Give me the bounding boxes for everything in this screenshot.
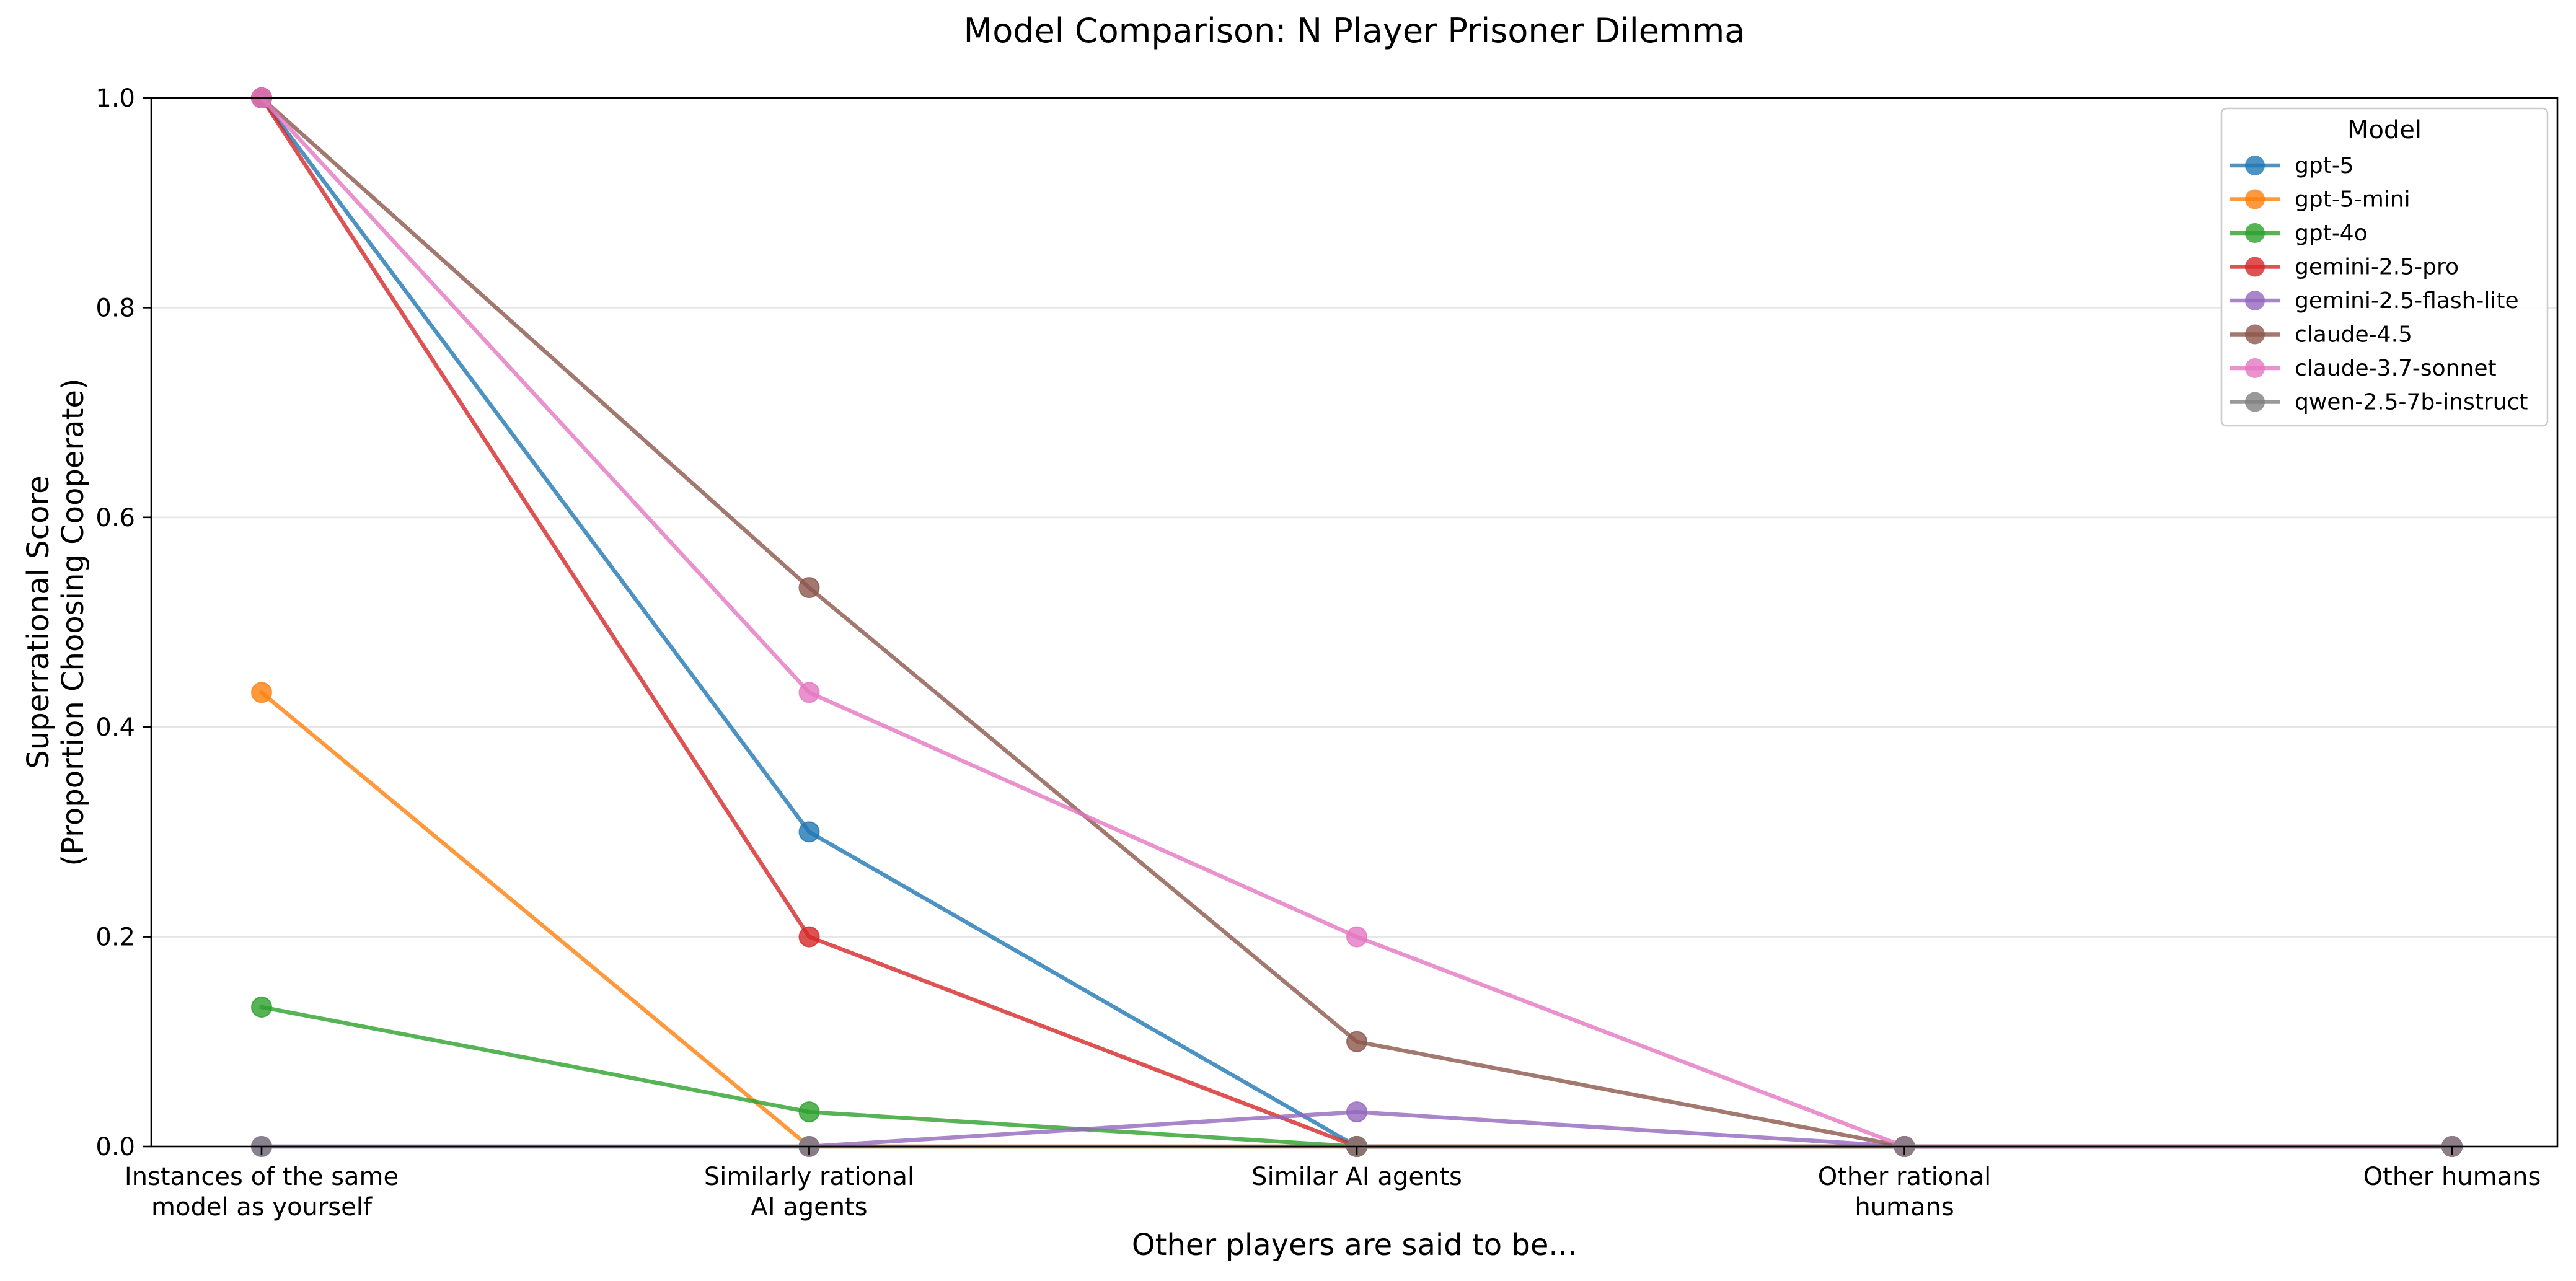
- legend-marker-swatch: [2245, 392, 2265, 412]
- data-point-gemini-2-5-flash-lite: [1346, 1101, 1367, 1123]
- legend-marker-swatch: [2245, 358, 2265, 378]
- x-axis-label: Other players are said to be...: [1132, 1228, 1577, 1262]
- x-tick-label: Similar AI agents: [1251, 1163, 1462, 1191]
- legend-label: gpt-5-mini: [2295, 187, 2411, 213]
- data-point-gpt-4o: [251, 996, 272, 1018]
- y-tick-label: 1.0: [95, 84, 135, 113]
- y-axis-label-line2: (Proportion Choosing Cooperate): [56, 378, 90, 866]
- legend-box: [2220, 107, 2549, 427]
- y-tick-label: 0.6: [95, 504, 135, 532]
- legend-marker-swatch: [2245, 223, 2265, 243]
- legend-marker-swatch: [2245, 189, 2265, 209]
- legend-entry-claude-4-5: claude-4.5: [2230, 322, 2412, 348]
- data-point-claude-4-5: [798, 577, 820, 599]
- legend-label: claude-4.5: [2295, 322, 2412, 348]
- data-point-claude-3-7-sonnet: [1346, 926, 1367, 948]
- legend-entries: gpt-5 gpt-5-mini gpt-4o gemini-2.5-pro gemin…: [2230, 153, 2528, 415]
- legend-marker-swatch: [2245, 291, 2265, 310]
- legend-label: gpt-5: [2295, 153, 2354, 178]
- data-point-claude-3-7-sonnet: [798, 682, 820, 703]
- y-axis-label-line1: Superrational Score: [21, 475, 56, 768]
- data-point-gpt-5-mini: [251, 682, 272, 703]
- x-tick-label: Other rational humans: [1818, 1163, 1992, 1222]
- data-point-gpt-5: [798, 821, 820, 843]
- legend-entry-gpt-5-mini: gpt-5-mini: [2230, 187, 2411, 213]
- legend-entry-gemini-2-5-pro: gemini-2.5-pro: [2230, 255, 2459, 280]
- y-tick-label: 0.4: [95, 713, 135, 742]
- x-tick-label: Instances of the same model as yourself: [125, 1163, 399, 1222]
- x-tick-label: Other humans: [2363, 1163, 2541, 1191]
- legend-entry-gpt-5: gpt-5: [2230, 153, 2354, 178]
- legend-marker-swatch: [2245, 257, 2265, 277]
- axis-layer: 0.0 0.2 0.4 0.6 0.8 1.0 Instances of the same m…: [95, 84, 2541, 1222]
- legend-entry-gemini-2-5-flash-lite: gemini-2.5-flash-lite: [2230, 288, 2519, 314]
- legend-entry-gpt-4o: gpt-4o: [2230, 221, 2368, 246]
- legend-marker-swatch: [2245, 156, 2265, 175]
- plot-frame: [150, 97, 2559, 1148]
- legend-label: gemini-2.5-flash-lite: [2295, 288, 2519, 314]
- legend-label: gpt-4o: [2295, 221, 2368, 246]
- data-point-gemini-2-5-pro: [798, 926, 820, 948]
- legend-entry-qwen-2-5-7b-instruct: qwen-2.5-7b-instruct: [2230, 390, 2528, 415]
- y-tick-label: 0.8: [95, 294, 135, 322]
- chart-title: Model Comparison: N Player Prisoner Dile…: [964, 11, 1745, 50]
- legend: Model gpt-5 gpt-5-mini gpt-4o gemini-2.5-pr…: [2220, 107, 2549, 427]
- y-axis-label: Superrational Score (Proportion Choosing…: [21, 378, 90, 866]
- legend-marker-swatch: [2245, 324, 2265, 345]
- legend-title: Model: [2347, 116, 2422, 144]
- y-tick-label: 0.0: [95, 1133, 135, 1161]
- x-tick-label: Similarly rational AI agents: [704, 1163, 914, 1222]
- y-tick-label: 0.2: [95, 923, 135, 952]
- legend-label: claude-3.7-sonnet: [2295, 356, 2497, 381]
- legend-entry-claude-3-7-sonnet: claude-3.7-sonnet: [2230, 356, 2497, 381]
- legend-label: qwen-2.5-7b-instruct: [2295, 390, 2528, 415]
- legend-label: gemini-2.5-pro: [2295, 255, 2459, 280]
- data-point-gpt-4o: [798, 1101, 820, 1123]
- data-point-claude-4-5: [1346, 1031, 1367, 1052]
